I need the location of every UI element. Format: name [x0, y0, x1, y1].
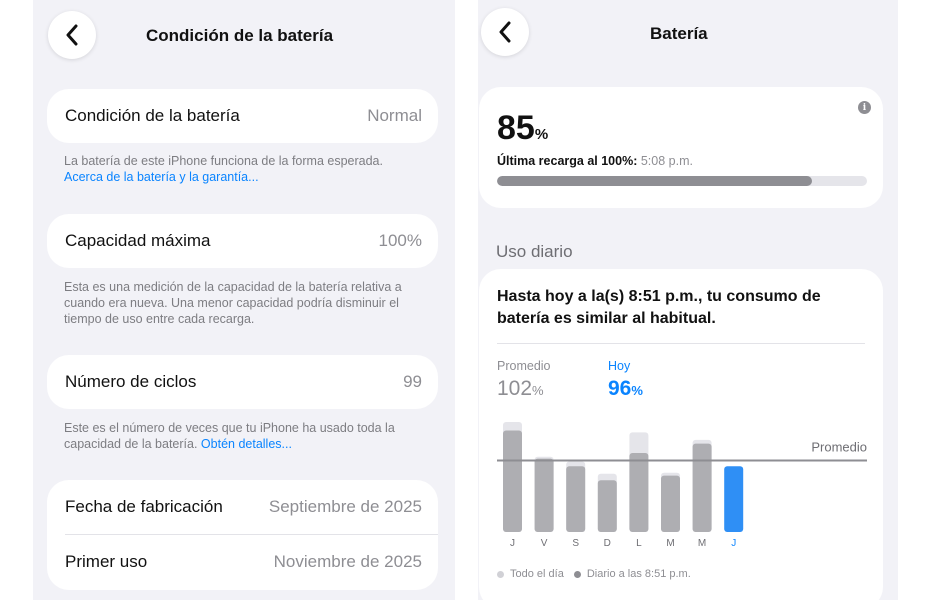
legend-all-day-dot — [497, 570, 504, 578]
average-label: Promedio — [497, 359, 551, 373]
day-tick-label: V — [541, 538, 548, 549]
average-unit: % — [532, 383, 544, 398]
legend-daily-dot — [573, 570, 581, 578]
condition-note: La batería de este iPhone funciona de la… — [64, 153, 414, 185]
bar-daily — [503, 430, 522, 532]
summary-divider — [497, 343, 865, 344]
cycles-row: Número de ciclos 99 — [47, 355, 438, 409]
day-tick-label: M — [666, 538, 674, 549]
capacity-row: Capacidad máxima 100% — [47, 214, 438, 268]
day-tick-label: D — [604, 538, 611, 549]
manufacture-label: Fecha de fabricación — [65, 497, 223, 516]
back-button[interactable] — [481, 8, 529, 56]
today-unit: % — [631, 383, 643, 398]
average-line-label: Promedio — [811, 440, 867, 455]
capacity-note: Esta es una medición de la capacidad de … — [64, 280, 402, 326]
cycles-note: Este es el número de veces que tu iPhone… — [64, 420, 414, 452]
legend-all-day: Todo el día — [510, 568, 564, 580]
battery-health-screen: Condición de la batería Condición de la … — [33, 0, 455, 600]
cycles-value: 99 — [403, 372, 422, 391]
day-tick-label: S — [572, 538, 579, 549]
last-recharge-label: Última recarga al 100%: — [497, 154, 638, 168]
daily-usage-heading: Uso diario — [496, 242, 573, 261]
first-use-row: Primer uso Noviembre de 2025 — [47, 535, 438, 589]
cycles-card: Número de ciclos 99 — [47, 355, 438, 409]
daily-usage-card: Hasta hoy a la(s) 8:51 p.m., tu consumo … — [479, 269, 883, 600]
battery-screen: Batería 85% i Última recarga al 100%: 5:… — [478, 0, 898, 600]
day-tick-label: J — [731, 538, 736, 549]
capacity-value: 100% — [378, 231, 422, 250]
usage-summary: Hasta hoy a la(s) 8:51 p.m., tu consumo … — [497, 288, 821, 327]
last-recharge-time: 5:08 p.m. — [640, 154, 693, 168]
today-label: Hoy — [608, 359, 631, 373]
bar-today — [724, 466, 744, 532]
condition-card: Condición de la batería Normal — [47, 89, 438, 143]
bar-daily — [692, 443, 712, 532]
battery-level: 85% — [497, 109, 548, 148]
first-use-value: Noviembre de 2025 — [273, 552, 422, 571]
day-tick-label: J — [510, 538, 515, 549]
bar-daily — [566, 466, 586, 532]
chevron-left-icon — [499, 21, 511, 43]
row-divider — [65, 534, 438, 535]
today-value: 96% — [608, 377, 643, 401]
info-icon[interactable]: i — [858, 101, 871, 114]
bar-daily — [534, 458, 554, 532]
capacity-label: Capacidad máxima — [65, 231, 211, 250]
battery-warranty-link[interactable]: Acerca de la batería y la garantía... — [64, 170, 259, 184]
battery-level-bar — [497, 176, 867, 186]
battery-level-card: 85% i Última recarga al 100%: 5:08 p.m. — [479, 87, 883, 208]
condition-note-text: La batería de este iPhone funciona de la… — [64, 154, 383, 168]
back-button[interactable] — [48, 11, 96, 59]
battery-level-fill — [497, 176, 812, 186]
page-title: Condición de la batería — [146, 26, 334, 45]
bar-daily — [661, 475, 680, 532]
bar-daily — [629, 453, 649, 532]
cycles-note-text: Este es el número de veces que tu iPhone… — [64, 421, 395, 451]
day-tick-label: L — [636, 538, 642, 549]
daily-usage-chart: J V S D L M M J Promedio — [497, 422, 867, 549]
bar-daily — [597, 480, 617, 532]
condition-value: Normal — [367, 106, 422, 125]
cycles-label: Número de ciclos — [65, 372, 197, 391]
cycles-details-link[interactable]: Obtén detalles... — [200, 437, 292, 451]
first-use-label: Primer uso — [65, 552, 148, 571]
manufacture-value: Septiembre de 2025 — [268, 497, 422, 516]
average-value: 102% — [497, 377, 544, 401]
average-number: 102 — [497, 377, 533, 400]
condition-label: Condición de la batería — [65, 106, 240, 125]
legend-daily: Diario a las 8:51 p.m. — [586, 568, 691, 580]
capacity-card: Capacidad máxima 100% — [47, 214, 438, 268]
today-number: 96 — [608, 377, 632, 400]
last-recharge: Última recarga al 100%: 5:08 p.m. — [497, 154, 693, 168]
page-title: Batería — [650, 24, 708, 43]
chart-legend: Todo el día Diario a las 8:51 p.m. — [497, 568, 691, 580]
chevron-left-icon — [66, 24, 78, 46]
condition-row: Condición de la batería Normal — [47, 89, 438, 143]
day-tick-label: M — [698, 538, 706, 549]
battery-level-number: 85 — [497, 109, 535, 147]
manufacture-row: Fecha de fabricación Septiembre de 2025 — [47, 480, 438, 534]
battery-level-unit: % — [534, 126, 549, 143]
dates-card: Fecha de fabricación Septiembre de 2025 … — [47, 480, 438, 590]
